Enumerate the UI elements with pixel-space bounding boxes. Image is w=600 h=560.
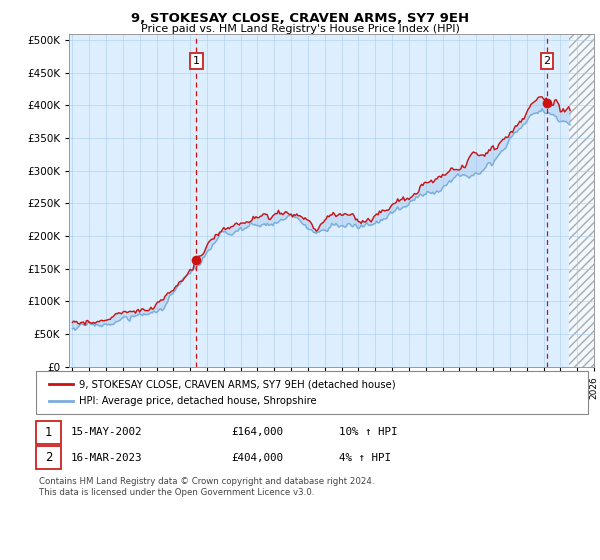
Text: 10% ↑ HPI: 10% ↑ HPI <box>339 427 397 437</box>
Text: 2: 2 <box>45 451 52 464</box>
Text: 15-MAY-2002: 15-MAY-2002 <box>71 427 142 437</box>
Text: £164,000: £164,000 <box>231 427 283 437</box>
Bar <box>569 34 600 367</box>
Text: Contains HM Land Registry data © Crown copyright and database right 2024.
This d: Contains HM Land Registry data © Crown c… <box>39 477 374 497</box>
Text: 9, STOKESAY CLOSE, CRAVEN ARMS, SY7 9EH: 9, STOKESAY CLOSE, CRAVEN ARMS, SY7 9EH <box>131 12 469 25</box>
Text: Price paid vs. HM Land Registry's House Price Index (HPI): Price paid vs. HM Land Registry's House … <box>140 24 460 34</box>
Text: HPI: Average price, detached house, Shropshire: HPI: Average price, detached house, Shro… <box>79 396 317 406</box>
Text: 1: 1 <box>45 426 52 439</box>
Text: 16-MAR-2023: 16-MAR-2023 <box>71 452 142 463</box>
Text: £404,000: £404,000 <box>231 452 283 463</box>
Bar <box>569 34 600 367</box>
Text: 1: 1 <box>193 56 200 66</box>
Text: 4% ↑ HPI: 4% ↑ HPI <box>339 452 391 463</box>
Text: 2: 2 <box>544 56 551 66</box>
Text: 9, STOKESAY CLOSE, CRAVEN ARMS, SY7 9EH (detached house): 9, STOKESAY CLOSE, CRAVEN ARMS, SY7 9EH … <box>79 379 396 389</box>
